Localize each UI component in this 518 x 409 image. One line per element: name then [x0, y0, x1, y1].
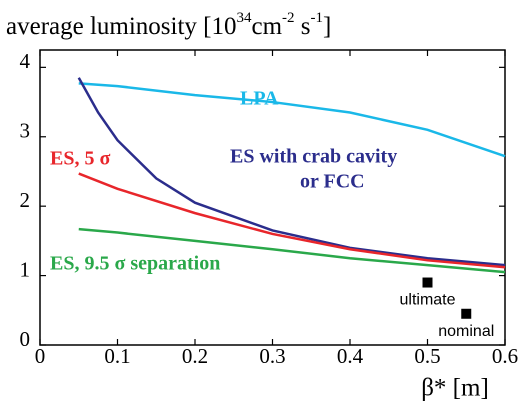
series-line — [78, 82, 506, 158]
x-tick-label: 0.1 — [104, 344, 130, 368]
title-part: cm — [252, 13, 283, 40]
series-label: ES with crab cavity — [230, 146, 397, 168]
y-tick-label: 1 — [20, 257, 31, 281]
x-tick-label: 0 — [35, 344, 46, 368]
title-superscript: -2 — [282, 10, 295, 26]
series-label: or FCC — [300, 171, 365, 193]
title-superscript: -1 — [311, 10, 324, 26]
x-axis-label: β* [m] — [421, 375, 489, 402]
series-line — [78, 227, 506, 274]
title-part: average luminosity [10 — [6, 13, 237, 40]
x-tick-label: 0.3 — [259, 344, 285, 368]
y-tick-label: 4 — [20, 49, 31, 73]
title-part: s — [295, 13, 311, 40]
chart-title: average luminosity [1034cm-2 s-1] — [6, 10, 331, 39]
y-tick-label: 2 — [20, 188, 31, 212]
series-label: ES, 5 σ — [50, 148, 110, 170]
point-label: ultimate — [399, 292, 455, 309]
series-label: LPA — [240, 88, 279, 110]
title-superscript: 34 — [237, 10, 253, 26]
data-point — [422, 277, 433, 288]
y-tick-label: 0 — [20, 327, 31, 351]
series-line — [78, 172, 506, 269]
x-tick-label: 0.5 — [414, 344, 440, 368]
x-tick-label: 0.6 — [492, 344, 518, 368]
x-tick-label: 0.4 — [337, 344, 364, 368]
y-tick-label: 3 — [20, 119, 31, 143]
x-tick-label: 0.2 — [182, 344, 208, 368]
series-label: ES, 9.5 σ separation — [50, 253, 220, 275]
point-label: nominal — [438, 323, 494, 340]
title-part: ] — [323, 13, 331, 40]
series-line — [77, 77, 506, 267]
data-point — [461, 308, 472, 319]
